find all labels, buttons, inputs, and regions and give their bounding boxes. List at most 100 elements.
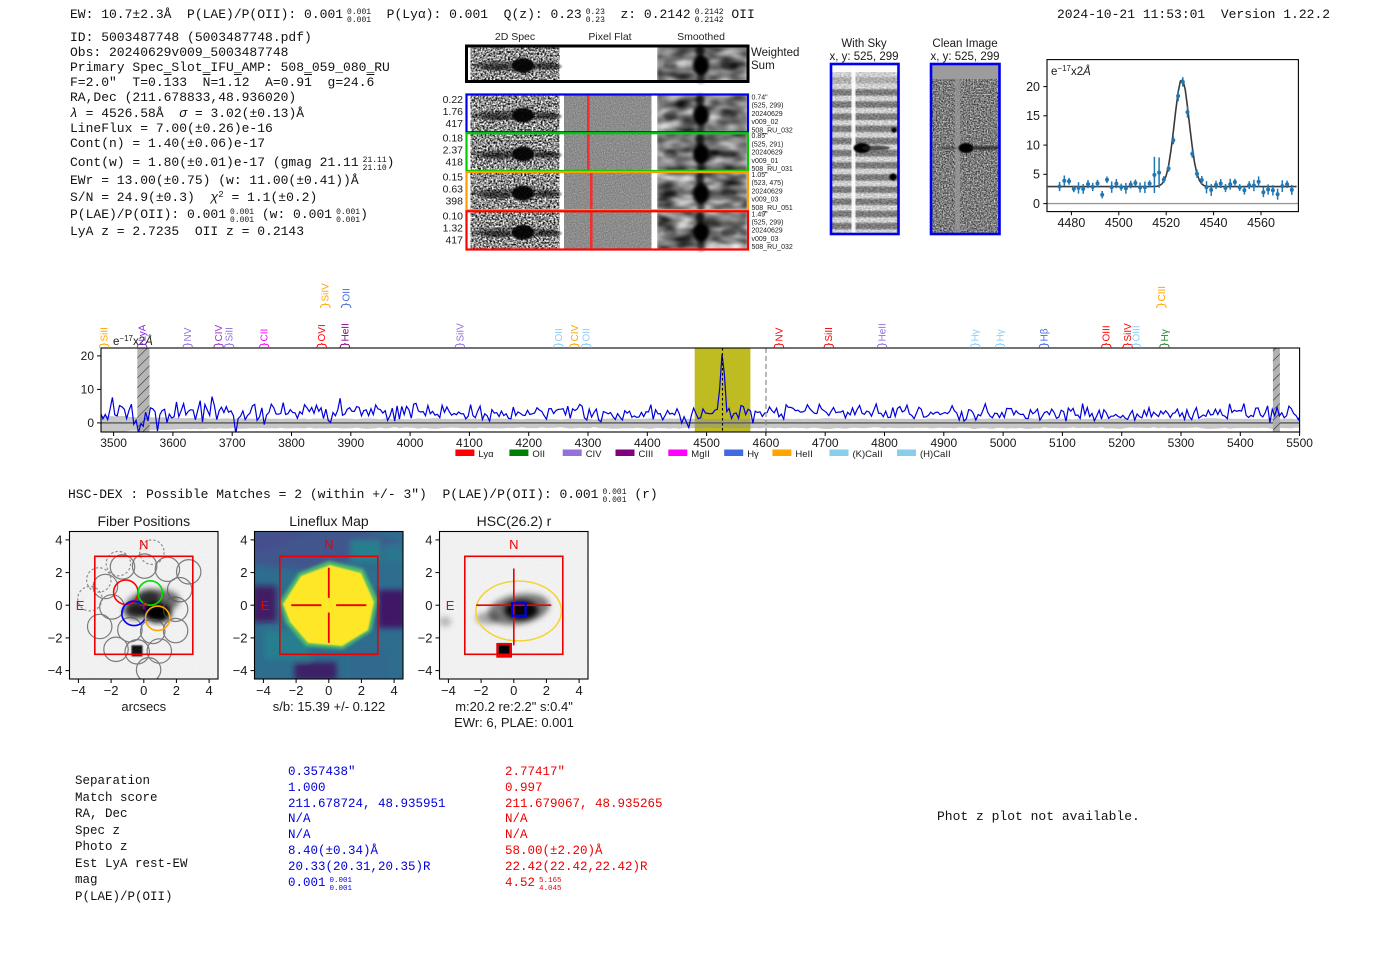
svg-text:CIV: CIV	[586, 449, 603, 460]
svg-text:CIV: CIV	[214, 325, 225, 342]
svg-text:OII: OII	[532, 449, 545, 460]
svg-text:−4: −4	[441, 683, 456, 698]
svg-text:Sum: Sum	[751, 60, 775, 72]
svg-text:Smoothed: Smoothed	[677, 31, 725, 43]
svg-text:OII: OII	[582, 328, 593, 341]
svg-text:4500: 4500	[693, 436, 720, 450]
svg-text:5400: 5400	[1227, 436, 1254, 450]
svg-text:4100: 4100	[456, 436, 483, 450]
svg-text:(525, 299): (525, 299)	[752, 220, 784, 227]
svg-text:s/b: 15.39 +/- 0.122: s/b: 15.39 +/- 0.122	[273, 699, 385, 714]
svg-text:5200: 5200	[1108, 436, 1135, 450]
svg-text:SiII: SiII	[100, 327, 111, 341]
svg-text:Weighted: Weighted	[751, 47, 799, 59]
svg-text:(523, 475): (523, 475)	[752, 180, 784, 187]
svg-text:NV: NV	[774, 327, 785, 341]
svg-text:0.10: 0.10	[443, 211, 464, 223]
svg-text:20: 20	[81, 349, 95, 363]
svg-text:3600: 3600	[160, 436, 187, 450]
svg-text:418: 418	[445, 157, 463, 169]
svg-text:OIII: OIII	[1131, 325, 1142, 341]
svg-text:0: 0	[87, 416, 94, 430]
svg-text:(525, 291): (525, 291)	[752, 141, 784, 148]
svg-text:15: 15	[1026, 109, 1040, 123]
svg-text:0.15: 0.15	[443, 171, 464, 183]
svg-text:Clean Image: Clean Image	[932, 38, 997, 50]
svg-text:e−17x2Å: e−17x2Å	[1051, 64, 1091, 78]
svg-text:20240629: 20240629	[752, 188, 783, 195]
svg-text:4540: 4540	[1200, 216, 1228, 230]
svg-text:v009_02: v009_02	[752, 119, 779, 126]
svg-text:4700: 4700	[812, 436, 839, 450]
svg-text:4: 4	[575, 683, 582, 698]
svg-text:3800: 3800	[278, 436, 305, 450]
svg-text:CIV: CIV	[570, 325, 581, 342]
svg-text:10: 10	[1026, 138, 1040, 152]
svg-text:−2: −2	[418, 630, 433, 645]
svg-text:4: 4	[240, 532, 247, 547]
svg-text:1.76: 1.76	[443, 106, 464, 118]
svg-text:3700: 3700	[219, 436, 246, 450]
svg-text:Fiber Positions: Fiber Positions	[98, 513, 191, 529]
svg-text:v009_03: v009_03	[752, 197, 779, 204]
svg-text:Hβ: Hβ	[1039, 328, 1050, 341]
svg-text:2: 2	[425, 565, 432, 580]
svg-text:3500: 3500	[100, 436, 127, 450]
svg-text:v009_01: v009_01	[752, 158, 779, 165]
svg-text:2D Spec: 2D Spec	[495, 31, 535, 43]
svg-text:4800: 4800	[871, 436, 898, 450]
svg-text:0.63: 0.63	[443, 183, 464, 195]
svg-text:0: 0	[140, 683, 147, 698]
svg-text:SiIV: SiIV	[455, 323, 466, 342]
svg-text:HeII: HeII	[340, 323, 351, 341]
svg-text:0.85": 0.85"	[752, 133, 769, 140]
svg-text:4000: 4000	[397, 436, 424, 450]
svg-text:x, y: 525, 299: x, y: 525, 299	[930, 51, 999, 63]
svg-text:SiII: SiII	[824, 327, 835, 341]
svg-text:4200: 4200	[515, 436, 542, 450]
svg-text:417: 417	[445, 235, 463, 247]
svg-text:SiIV: SiIV	[1123, 323, 1134, 342]
svg-text:HeII: HeII	[878, 323, 889, 341]
svg-text:CIII: CIII	[1157, 286, 1168, 302]
svg-text:(H)CaII: (H)CaII	[920, 449, 951, 460]
svg-text:CIII: CIII	[639, 449, 654, 460]
svg-text:2: 2	[543, 683, 550, 698]
svg-text:N: N	[324, 537, 333, 552]
svg-text:Lyα: Lyα	[478, 449, 494, 460]
svg-text:OIII: OIII	[1102, 325, 1113, 341]
svg-text:0.22: 0.22	[443, 94, 464, 106]
svg-text:2: 2	[55, 565, 62, 580]
svg-text:−4: −4	[418, 663, 433, 678]
svg-text:MgII: MgII	[691, 449, 709, 460]
svg-text:E: E	[261, 598, 270, 613]
svg-text:N: N	[139, 537, 148, 552]
svg-text:4: 4	[55, 532, 62, 547]
svg-text:20240629: 20240629	[752, 150, 783, 157]
svg-text:20240629: 20240629	[752, 228, 783, 235]
svg-text:N: N	[509, 537, 518, 552]
svg-text:4500: 4500	[1105, 216, 1133, 230]
svg-text:−4: −4	[233, 663, 248, 678]
svg-text:1.05": 1.05"	[752, 172, 769, 179]
svg-text:(525, 299): (525, 299)	[752, 103, 784, 110]
svg-text:−2: −2	[104, 683, 119, 698]
svg-text:−2: −2	[474, 683, 489, 698]
svg-text:Hγ: Hγ	[747, 449, 759, 460]
svg-text:2: 2	[173, 683, 180, 698]
svg-text:0: 0	[240, 598, 247, 613]
svg-text:0.18: 0.18	[443, 133, 464, 145]
svg-text:−4: −4	[71, 683, 86, 698]
svg-text:2: 2	[358, 683, 365, 698]
svg-text:x, y: 525, 299: x, y: 525, 299	[829, 51, 898, 63]
svg-text:SiII: SiII	[225, 327, 236, 341]
svg-text:5100: 5100	[1049, 436, 1076, 450]
svg-text:5300: 5300	[1168, 436, 1195, 450]
svg-text:OVI: OVI	[317, 324, 328, 341]
svg-text:E: E	[446, 598, 455, 613]
svg-text:508_RU_031: 508_RU_031	[752, 166, 793, 173]
svg-text:4480: 4480	[1057, 216, 1085, 230]
svg-text:3900: 3900	[337, 436, 364, 450]
svg-text:LyA: LyA	[138, 324, 149, 341]
svg-text:−4: −4	[48, 663, 63, 678]
